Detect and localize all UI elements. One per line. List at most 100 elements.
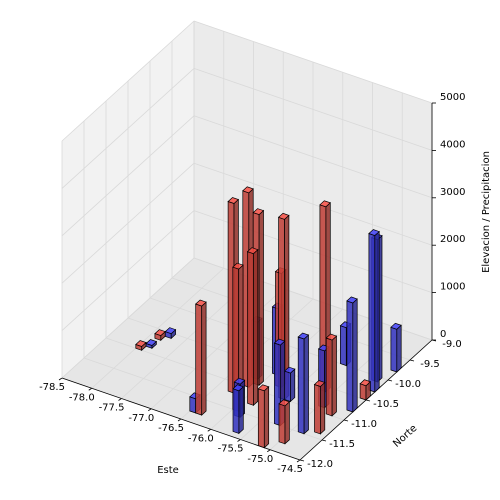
grid-line — [61, 20, 195, 142]
x-tick — [296, 459, 301, 463]
bar-side — [253, 248, 259, 407]
y-tick-label: -12.0 — [307, 459, 333, 470]
x-tick-label: -78.5 — [39, 382, 65, 393]
y-tick-label: -10.0 — [395, 379, 421, 390]
y-tick — [409, 359, 415, 362]
x-axis-title: Este — [157, 465, 179, 476]
y-tick-label: -10.5 — [373, 399, 399, 410]
x-tick — [267, 449, 271, 453]
bar-top — [252, 208, 265, 215]
bar — [346, 296, 358, 413]
bar — [368, 229, 380, 393]
grid-line — [61, 68, 195, 189]
x-tick-label: -76.5 — [158, 423, 184, 434]
bar-top — [232, 262, 244, 270]
bar-top — [135, 340, 147, 347]
bar — [232, 262, 244, 413]
bar-side — [352, 298, 358, 413]
grid-line — [193, 20, 433, 104]
grid-line — [61, 162, 195, 284]
x-tick — [237, 439, 241, 442]
bar — [246, 247, 259, 407]
bar — [297, 332, 310, 435]
bar-front — [368, 233, 376, 393]
bar-top — [297, 332, 310, 340]
bar-side — [374, 230, 380, 393]
z-tick-label: 3000 — [440, 187, 465, 198]
y-tick — [299, 459, 305, 462]
z-tick-label: 0 — [440, 329, 446, 340]
bar — [154, 329, 166, 342]
bar-top — [257, 384, 270, 392]
z-tick-label: 4000 — [440, 139, 465, 150]
bar-top — [273, 338, 286, 346]
x-tick-label: -75.0 — [247, 454, 273, 465]
grid-line — [61, 115, 195, 237]
bar-side — [284, 401, 290, 445]
y-tick-label: -11.5 — [329, 439, 355, 450]
bar — [145, 339, 158, 350]
bar-front — [297, 336, 305, 435]
bar-top — [233, 377, 246, 385]
bar-top — [227, 197, 240, 204]
x-tick — [148, 408, 152, 412]
bar-top — [283, 366, 296, 374]
bar-side — [290, 368, 296, 403]
grid-line — [193, 115, 433, 199]
grid-line — [61, 210, 195, 331]
y-tick — [365, 399, 371, 402]
grid-line — [193, 68, 433, 151]
y-axis-title: Norte — [391, 423, 419, 450]
y-tick-label: -9.0 — [442, 339, 462, 350]
y-tick-label: -9.5 — [420, 359, 440, 370]
bar — [390, 322, 402, 373]
z-tick-label: 2000 — [440, 234, 465, 245]
bar-front — [359, 383, 367, 401]
bar-side — [331, 335, 337, 417]
grid-line — [193, 162, 433, 246]
bar-front — [284, 370, 291, 402]
x-tick-label: -77.5 — [99, 403, 125, 414]
bar-top — [246, 247, 259, 255]
bar-top — [164, 327, 177, 335]
bar-front — [325, 337, 333, 417]
z-tick-label: 5000 — [440, 92, 465, 103]
bar-top — [242, 186, 254, 194]
y-tick — [343, 419, 349, 422]
bar-top — [232, 384, 244, 392]
bar — [325, 333, 338, 417]
bar-front — [314, 384, 321, 435]
bar-front — [340, 325, 347, 367]
bar-top — [277, 212, 290, 220]
bar — [283, 366, 296, 403]
bar-top — [368, 229, 380, 237]
y-tick-label: -11.0 — [351, 419, 377, 430]
bar-front — [189, 396, 197, 414]
bar-top — [346, 296, 358, 304]
bar-side — [320, 381, 326, 435]
bar-side — [303, 334, 309, 435]
x-tick-label: -77.0 — [128, 413, 154, 424]
bar — [359, 379, 372, 401]
bar — [164, 327, 177, 340]
y-tick — [321, 439, 327, 442]
bar-top — [145, 339, 158, 346]
x-tick-label: -76.0 — [188, 433, 214, 444]
bar-top — [359, 379, 372, 387]
x-tick-label: -75.5 — [218, 444, 244, 455]
x-tick — [58, 377, 63, 381]
bar-side — [258, 209, 264, 387]
x-tick-label: -78.0 — [69, 392, 95, 403]
bar-front — [232, 388, 240, 434]
bar-top — [278, 399, 291, 407]
bar-front — [247, 251, 254, 406]
bar-side — [396, 324, 402, 373]
bar — [135, 340, 147, 352]
x-tick — [207, 428, 211, 432]
bar-top — [325, 333, 338, 341]
bar-top — [195, 299, 207, 307]
bar-front — [346, 300, 354, 413]
bar — [313, 380, 326, 435]
bar — [278, 399, 291, 445]
